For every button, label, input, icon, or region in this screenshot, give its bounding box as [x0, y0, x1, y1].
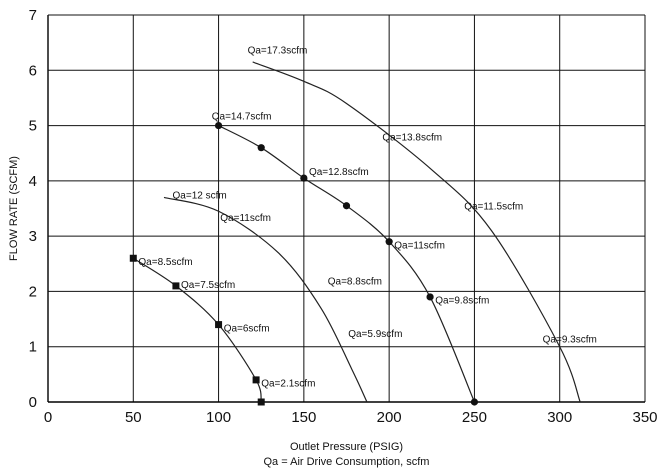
data-point: [426, 293, 434, 301]
curve-annotation: Qa=14.7scfm: [212, 112, 272, 123]
data-point: [257, 144, 265, 152]
x-tick-label: 0: [44, 409, 52, 426]
x-tick-label: 300: [547, 409, 572, 426]
series-line-2: [163, 196, 368, 403]
curve-annotation: Qa=13.8scfm: [382, 133, 442, 144]
data-point: [342, 202, 351, 210]
data-point: [172, 282, 180, 290]
series-line-4: [252, 61, 581, 403]
x-tick-label: 100: [206, 409, 231, 426]
x-tick-label: 200: [377, 409, 402, 426]
curve-annotation: Qa=17.3scfm: [248, 45, 308, 56]
x-axis-title: Outlet Pressure (PSIG): [290, 441, 403, 453]
y-tick-label: 7: [29, 7, 37, 24]
x-tick-label: 50: [125, 409, 142, 426]
curve-annotation: Qa=8.8scfm: [328, 276, 382, 287]
data-point: [385, 238, 393, 246]
curve-annotation: Qa=7.5scfm: [181, 280, 235, 291]
y-tick-label: 3: [29, 228, 37, 245]
x-tick-label: 350: [632, 409, 657, 426]
curve-annotation: Qa=12 scfm: [173, 191, 227, 202]
y-tick-label: 2: [29, 283, 37, 300]
curve-annotation: Qa=12.8scfm: [309, 167, 369, 178]
y-tick-label: 6: [29, 62, 37, 79]
curve-annotation: Qa=5.9scfm: [348, 329, 402, 340]
curve-annotation: Qa=8.5scfm: [138, 257, 192, 268]
y-tick-label: 4: [29, 173, 37, 190]
data-point: [215, 321, 223, 329]
x-tick-label: 150: [291, 409, 316, 426]
curves: [132, 61, 581, 403]
data-point: [252, 376, 260, 384]
curve-annotation: Qa=11scfm: [220, 213, 271, 224]
curve-annotation: Qa=9.3scfm: [543, 334, 597, 345]
data-point: [470, 398, 479, 406]
curve-annotation: Qa=9.8scfm: [435, 296, 489, 307]
tick-labels: 0 50 100 150 200 250 300 350 0 1 2 3 4 5 6 7: [29, 7, 658, 426]
curve-annotation: Qa=11scfm: [394, 240, 445, 251]
x-axis-subtitle: Qa = Air Drive Consumption, scfm: [264, 456, 430, 468]
markers: [129, 121, 479, 406]
data-point: [257, 398, 265, 406]
data-point: [214, 121, 223, 130]
y-axis-title: FLOW RATE (SCFM): [8, 156, 20, 261]
x-tick-label: 250: [462, 409, 487, 426]
annotations: Qa=8.5scfm Qa=7.5scfm Qa=6scfm Qa=2.1scfm Qa…: [138, 45, 596, 389]
curve-annotation: Qa=11.5scfm: [464, 202, 523, 213]
data-point: [129, 254, 137, 262]
curve-annotation: Qa=2.1scfm: [261, 379, 315, 390]
y-tick-label: 1: [29, 339, 37, 356]
y-tick-label: 5: [29, 118, 37, 135]
y-tick-label: 0: [29, 394, 37, 411]
data-point: [300, 174, 308, 182]
curve-annotation: Qa=6scfm: [224, 323, 270, 334]
